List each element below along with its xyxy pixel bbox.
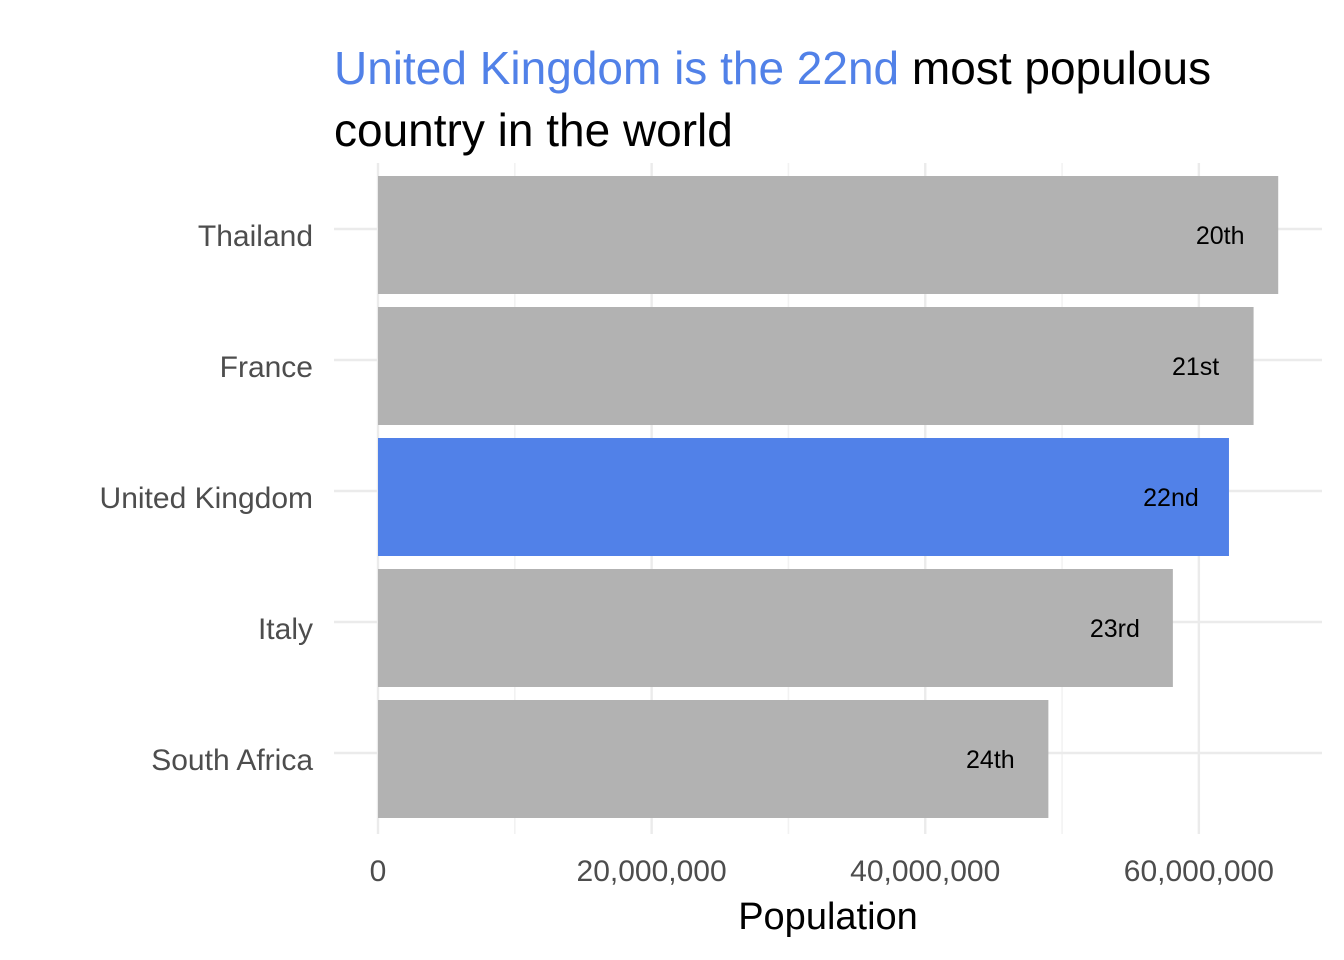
y-tick-label: Italy [258, 613, 313, 646]
bar-italy [378, 569, 1173, 687]
bar-south-africa [378, 700, 1049, 818]
x-tick-label: 0 [370, 855, 387, 888]
bar-france [378, 307, 1254, 425]
x-tick-label: 20,000,000 [577, 855, 727, 888]
chart-title-highlight: United Kingdom is the 22nd [334, 42, 899, 94]
bar-united-kingdom [378, 438, 1229, 556]
y-tick-label: South Africa [151, 744, 313, 777]
chart-title-line1: United Kingdom is the 22nd most populous [334, 42, 1211, 94]
y-tick-label: United Kingdom [100, 482, 313, 515]
x-tick-label: 40,000,000 [850, 855, 1000, 888]
bar-rank-label: 20th [1196, 222, 1245, 250]
y-tick-label: France [220, 351, 313, 384]
x-tick-label: 60,000,000 [1124, 855, 1274, 888]
bar-rank-label: 21st [1172, 353, 1219, 381]
x-axis-title: Population [738, 896, 918, 938]
axis-layer: Thailand France United Kingdom Italy South A… [100, 220, 1274, 888]
bar-rank-label: 23rd [1090, 615, 1140, 643]
bar-rank-label: 24th [966, 746, 1015, 774]
chart-title-rest: most populous [899, 42, 1211, 94]
chart-title-line2: country in the world [334, 104, 733, 156]
y-tick-label: Thailand [198, 220, 313, 253]
bar-label-layer: 20th 21st 22nd 23rd 24th [966, 222, 1245, 774]
bar-thailand [378, 176, 1279, 294]
bar-layer [378, 176, 1279, 818]
bar-rank-label: 22nd [1143, 484, 1199, 512]
